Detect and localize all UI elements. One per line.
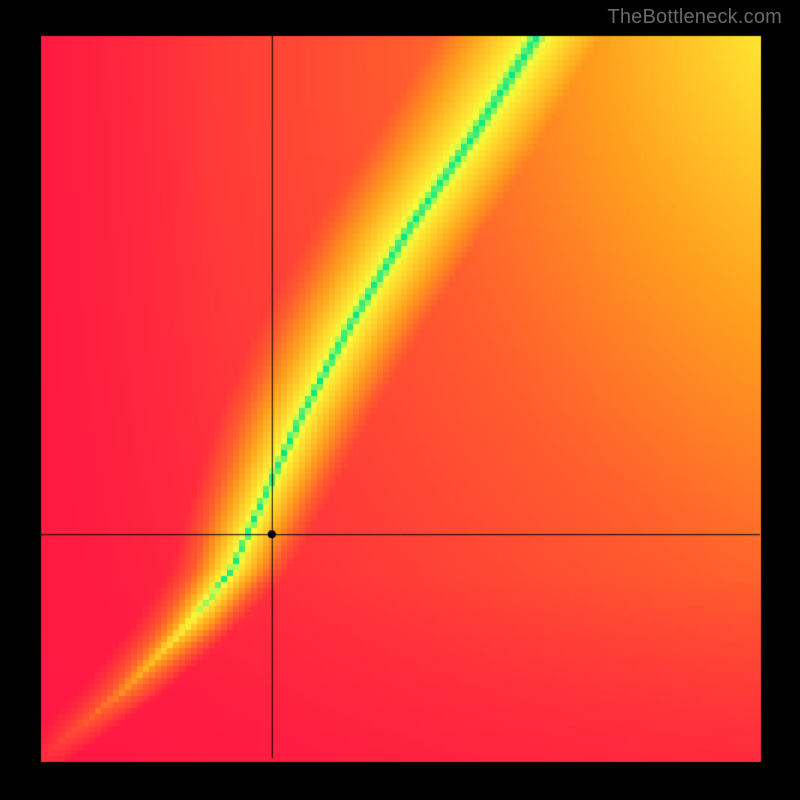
chart-container: TheBottleneck.com (0, 0, 800, 800)
bottleneck-heatmap (0, 0, 800, 800)
watermark-text: TheBottleneck.com (607, 6, 782, 29)
